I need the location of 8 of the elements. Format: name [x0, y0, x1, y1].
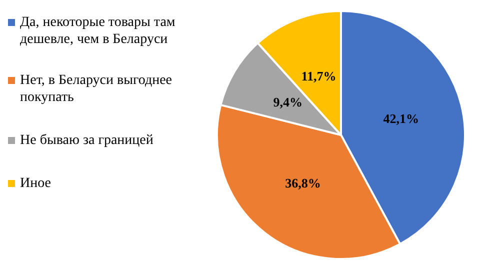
- data-label: 42,1%: [383, 111, 419, 126]
- data-label: 9,4%: [273, 94, 302, 110]
- data-label: 36,8%: [285, 175, 321, 190]
- data-label: 11,7%: [301, 68, 336, 84]
- legend-label: Не бываю за границей: [20, 132, 154, 149]
- legend-label: Да, некоторые товары там дешевле, чем в Беларуси: [20, 14, 176, 48]
- legend-label: Нет, в Беларуси выгоднее покупать: [20, 72, 174, 106]
- legend-label: Иное: [20, 175, 51, 192]
